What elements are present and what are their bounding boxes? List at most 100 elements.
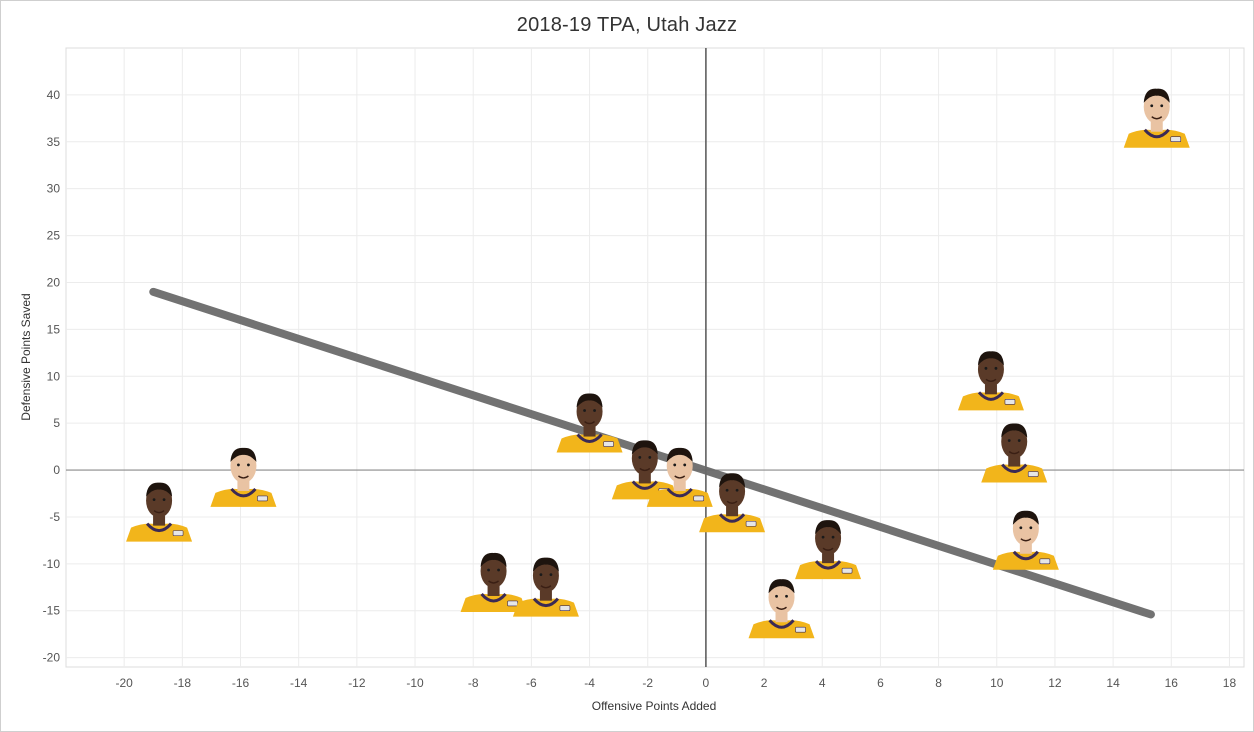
neck-shape [726,506,739,517]
neck-shape [1008,456,1021,467]
mouth-shape [776,606,787,610]
jersey-logo [1027,471,1039,477]
player-headshot-point [1123,88,1190,148]
x-tick-label: 12 [1048,676,1062,690]
jersey-logo [603,441,614,447]
player-headshot-point [981,423,1048,483]
jersey-collar [666,487,693,498]
neck-shape [984,384,997,395]
jersey-collar [718,513,746,523]
hair-shape [977,351,1004,366]
head-shape [666,448,693,483]
y-tick-label: 0 [53,463,60,477]
mouth-shape [1151,116,1163,120]
head-shape [1001,424,1028,459]
y-tick-label: 30 [47,182,61,196]
player-headshot-point [512,557,579,617]
jersey-shape [1123,129,1190,148]
hair-shape [230,447,257,462]
jersey-logo [1004,399,1016,405]
head-shape [1012,511,1039,546]
eye-left [725,488,729,492]
jersey-logo [841,567,853,574]
jersey-logo [745,520,757,527]
eye-right [735,488,739,492]
player-headshot-point [748,579,815,639]
plot-border [65,47,1245,668]
jersey-shape [646,488,713,507]
neck-shape [638,473,651,484]
jersey-collar [631,480,658,490]
x-axis-title: Offensive Points Added [592,699,717,713]
x-tick-label: -16 [232,676,250,690]
player-headshot-point [992,510,1059,570]
neck-shape [775,612,788,623]
eye-left [487,568,490,572]
player-headshot-point [957,351,1024,411]
player-headshot-point [556,393,623,453]
neck-shape [1019,543,1032,554]
player-headshot-point [210,447,277,507]
hair-shape [1001,423,1028,438]
neck-shape [237,480,250,491]
jersey-logo [795,626,806,633]
eye-left [638,456,642,459]
eye-left [539,573,543,577]
jersey-collar [1012,550,1039,561]
hair-shape [576,393,603,408]
eye-left [1007,439,1011,442]
eye-right [162,498,166,502]
x-tick-label: 10 [990,676,1004,690]
player-headshot-point [699,473,766,533]
jersey-logo [1170,136,1182,143]
eye-left [1150,104,1154,108]
x-tick-label: -6 [526,676,537,690]
jersey-collar [532,597,560,608]
x-tick-label: -18 [174,676,192,690]
jersey-collar [1001,463,1028,474]
mouth-shape [1008,450,1020,455]
mouth-shape [540,585,552,589]
hair-shape [768,579,795,594]
x-tick-label: -14 [290,676,308,690]
x-axis-ticks: -20 -18 -16 -14 -12 -10 -8 -6 -4 -2 0 2 4 6 8 10 12 14 16 1… [116,676,1237,690]
eye-right [549,573,553,577]
jersey-shape [992,551,1059,570]
player-headshot-point [460,552,527,612]
hair-shape [815,520,842,535]
head-shape [631,441,658,476]
head-shape [230,448,257,483]
eye-right [1017,439,1021,442]
jersey-logo [507,600,518,607]
head-shape [768,580,795,615]
zero-lines [66,48,1244,667]
jersey-shape [981,464,1048,483]
y-axis-ticks: -20 -15 -10 -5 0 5 10 15 20 25 30 35 40 [43,88,61,665]
grid-lines [65,47,1245,668]
x-tick-label: 8 [935,676,942,690]
hair-shape [1012,510,1039,525]
mouth-shape [1020,538,1032,542]
mouth-shape [985,378,997,383]
mouth-shape [726,500,738,504]
y-tick-label: 35 [47,135,61,149]
y-tick-label: 25 [47,229,61,243]
jersey-logo [257,495,268,502]
hair-shape [719,473,746,488]
y-tick-label: -15 [43,604,61,618]
hair-shape [666,447,693,462]
hair-shape [532,557,559,572]
neck-shape [673,480,686,491]
head-shape [532,558,559,593]
jersey-shape [556,434,623,453]
jersey-shape [795,561,862,580]
eye-right [1029,526,1033,530]
x-tick-label: 16 [1165,676,1179,690]
neck-shape [1150,121,1163,132]
eye-left [1019,526,1023,530]
jersey-shape [126,523,193,542]
y-tick-label: -20 [43,651,61,665]
data-points [126,88,1190,639]
y-tick-label: -10 [43,557,61,571]
